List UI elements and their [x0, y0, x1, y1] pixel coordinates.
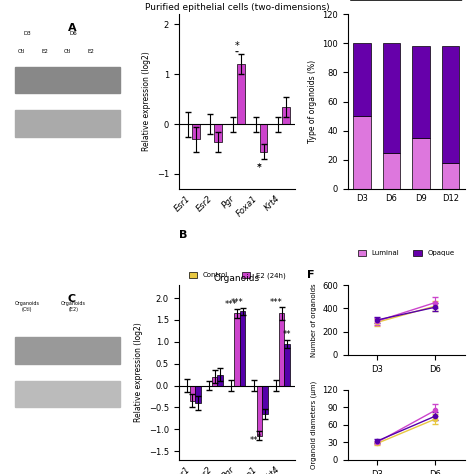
Bar	[442, 46, 459, 163]
Bar	[282, 107, 290, 124]
Legend: Luminal, Opaque: Luminal, Opaque	[355, 247, 457, 259]
Bar	[383, 43, 400, 153]
Text: ***: ***	[270, 298, 283, 307]
Y-axis label: Relative expression (log2): Relative expression (log2)	[142, 52, 151, 152]
Bar	[15, 67, 120, 93]
Bar	[15, 110, 120, 137]
Title: Organoids: Organoids	[214, 274, 260, 283]
Text: B: B	[179, 230, 187, 240]
Text: ***: ***	[231, 298, 243, 307]
Text: E: E	[319, 0, 326, 2]
Bar	[190, 385, 195, 401]
Bar	[412, 46, 430, 138]
Text: *: *	[257, 433, 262, 442]
Bar	[237, 64, 245, 124]
Bar	[240, 311, 246, 385]
Bar	[383, 153, 400, 189]
Text: C: C	[68, 294, 76, 304]
Legend: Control, E2 (24h): Control, E2 (24h)	[186, 269, 288, 282]
Text: D3: D3	[23, 31, 31, 36]
Text: Organoids
(E2): Organoids (E2)	[61, 301, 86, 312]
Bar	[15, 381, 120, 407]
Bar	[412, 138, 430, 189]
Bar	[442, 163, 459, 189]
Bar	[218, 374, 223, 385]
Text: *: *	[235, 41, 239, 51]
Bar	[256, 385, 262, 436]
Bar	[192, 124, 200, 139]
Text: **: **	[283, 330, 292, 339]
Bar	[195, 385, 201, 403]
Bar	[262, 385, 268, 414]
Bar	[212, 377, 218, 385]
Text: E2: E2	[41, 49, 48, 54]
Y-axis label: Organoid diameters (μm): Organoid diameters (μm)	[310, 381, 317, 469]
Y-axis label: Number of organoids: Number of organoids	[310, 283, 317, 357]
Text: Organoids
(Ctl): Organoids (Ctl)	[15, 301, 39, 312]
Bar	[353, 43, 371, 116]
Text: D6: D6	[70, 31, 78, 36]
Text: Ctl: Ctl	[64, 49, 72, 54]
Text: **: **	[249, 436, 258, 445]
Title: Purified epithelial cells (two-dimensions): Purified epithelial cells (two-dimension…	[145, 3, 329, 12]
Text: A: A	[68, 23, 76, 33]
Y-axis label: Type of organoids (%): Type of organoids (%)	[308, 60, 317, 143]
Text: E2: E2	[88, 49, 95, 54]
Y-axis label: Relative expression (log2): Relative expression (log2)	[134, 322, 143, 422]
Bar	[353, 116, 371, 189]
Bar	[279, 313, 284, 385]
Bar	[234, 313, 240, 385]
Text: F: F	[307, 270, 315, 280]
Text: ***: ***	[225, 300, 238, 309]
Bar	[284, 344, 290, 385]
Text: Ctl: Ctl	[18, 49, 25, 54]
Bar	[15, 337, 120, 364]
Bar	[214, 124, 222, 142]
Bar	[260, 124, 267, 152]
Text: *: *	[257, 164, 262, 173]
